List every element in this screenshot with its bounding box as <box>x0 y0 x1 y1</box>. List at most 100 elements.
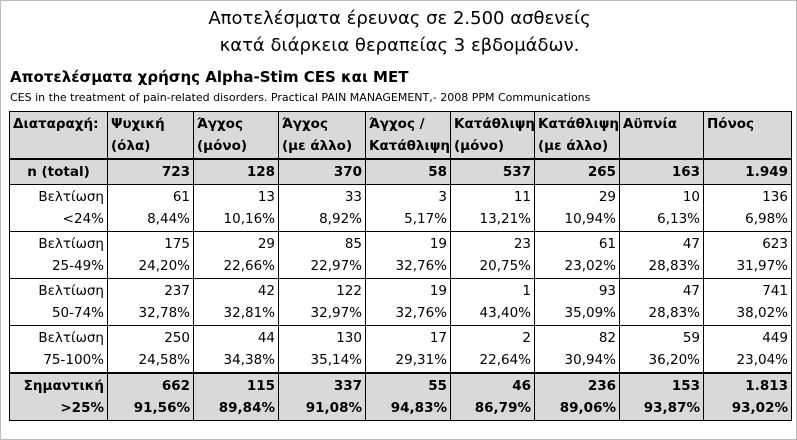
cell-line: 31,97% <box>736 258 788 274</box>
cell-line: 86,79% <box>474 400 531 416</box>
data-cell: 741 38,02% <box>703 278 792 326</box>
cell-line: 75-100% <box>43 352 104 368</box>
data-cell: 19 32,76% <box>365 231 451 279</box>
cell-line: (με άλλο) <box>282 138 353 154</box>
cell-line: (με άλλο) <box>538 138 609 154</box>
cell-line: 115 <box>246 378 275 394</box>
data-cell: 449 23,04% <box>703 325 792 374</box>
data-row: Βελτίωση 50-74% 237 32,78% 42 32,81% 122 32,97%… <box>9 278 792 326</box>
cell-line: 6,98% <box>745 211 788 227</box>
data-cell: 59 36,20% <box>619 325 704 374</box>
data-cell: 236 89,06% <box>534 372 620 421</box>
header-cell: Αϋπνία <box>619 111 704 160</box>
data-cell: 61 8,44% <box>107 184 194 232</box>
cell-line: 370 <box>333 164 362 180</box>
cell-line: 6,13% <box>657 211 700 227</box>
data-cell: 10 6,13% <box>619 184 704 232</box>
data-row: n (total) 723 128 370 58 537 265 163 1.949 <box>9 158 792 185</box>
cell-line: 24,58% <box>138 352 190 368</box>
cell-line: 1.949 <box>745 164 788 180</box>
cell-line: 32,76% <box>395 258 447 274</box>
data-cell: 93 35,09% <box>534 278 620 326</box>
data-cell: 1.813 93,02% <box>703 372 792 421</box>
header-cell: Κατάθλιψη (μόνο) <box>450 111 535 160</box>
data-cell: 537 <box>450 158 535 185</box>
data-cell: 2 22,64% <box>450 325 535 374</box>
cell-line: 93 <box>598 283 616 299</box>
cell-line: 5,17% <box>404 211 447 227</box>
data-cell: 61 23,02% <box>534 231 620 279</box>
data-cell: 85 22,97% <box>278 231 366 279</box>
row-label: n (total) <box>9 158 108 185</box>
cell-line: >25% <box>60 400 104 416</box>
cell-line: 23,04% <box>736 352 788 368</box>
cell-line: Αϋπνία <box>623 116 677 132</box>
cell-line: Κατάθλιψη <box>369 138 451 154</box>
cell-line: 153 <box>671 378 700 394</box>
cell-line: 236 <box>587 378 616 394</box>
data-cell: 237 32,78% <box>107 278 194 326</box>
data-cell: 17 29,31% <box>365 325 451 374</box>
cell-line: 28,83% <box>648 305 700 321</box>
row-label: Βελτίωση <24% <box>9 184 108 232</box>
cell-line: 10,16% <box>223 211 275 227</box>
header-row: Διαταραχή: Ψυχική (όλα) Άγχος (μόνο) Άγχος (με… <box>9 111 792 160</box>
cell-line: 2 <box>522 330 531 346</box>
cell-line: 19 <box>429 236 447 252</box>
cell-line: Άγχος <box>197 116 243 132</box>
cell-line: Άγχος <box>282 116 328 132</box>
cell-line: 34,38% <box>223 352 275 368</box>
data-cell: 337 91,08% <box>278 372 366 421</box>
title-line: κατά διάρκεια θεραπείας 3 εβδομάδων. <box>219 35 580 56</box>
cell-line: 17 <box>429 330 447 346</box>
data-cell: 370 <box>278 158 366 185</box>
data-cell: 115 89,84% <box>193 372 279 421</box>
data-cell: 128 <box>193 158 279 185</box>
row-label: Σημαντική >25% <box>9 372 108 421</box>
data-cell: 122 32,97% <box>278 278 366 326</box>
header-cell: Άγχος (με άλλο) <box>278 111 366 160</box>
data-cell: 265 <box>534 158 620 185</box>
data-cell: 11 13,21% <box>450 184 535 232</box>
data-cell: 175 24,20% <box>107 231 194 279</box>
cell-line: 29,31% <box>395 352 447 368</box>
cell-line: 61 <box>598 236 616 252</box>
cell-line: Βελτίωση <box>38 189 104 205</box>
cell-line: 29 <box>598 189 616 205</box>
subtitle: Αποτελέσματα χρήσης Alpha-Stim CES και M… <box>10 68 409 86</box>
data-cell: 33 8,92% <box>278 184 366 232</box>
data-cell: 23 20,75% <box>450 231 535 279</box>
cell-line: 94,83% <box>390 400 447 416</box>
data-cell: 136 6,98% <box>703 184 792 232</box>
cell-line: 44 <box>257 330 275 346</box>
cell-line: (όλα) <box>111 138 151 154</box>
title-line: Αποτελέσματα έρευνας σε 2.500 ασθενείς <box>208 8 591 29</box>
data-cell: 44 34,38% <box>193 325 279 374</box>
results-table: Διαταραχή: Ψυχική (όλα) Άγχος (μόνο) Άγχος (με… <box>9 111 792 421</box>
cell-line: 25-49% <box>51 258 104 274</box>
row-label: Βελτίωση 75-100% <box>9 325 108 374</box>
cell-line: 24,20% <box>138 258 190 274</box>
cell-line: 47 <box>682 236 700 252</box>
data-cell: 42 32,81% <box>193 278 279 326</box>
cell-line: 29 <box>257 236 275 252</box>
data-row: Σημαντική >25% 662 91,56% 115 89,84% 337 91,08%… <box>9 372 792 421</box>
data-cell: 58 <box>365 158 451 185</box>
cell-line: 122 <box>336 283 362 299</box>
data-cell: 47 28,83% <box>619 278 704 326</box>
cell-line: 46 <box>512 378 531 394</box>
header-cell: Πόνος <box>703 111 792 160</box>
source: CES in the treatment of pain-related dis… <box>10 91 591 104</box>
cell-line: Άγχος / <box>369 116 425 132</box>
cell-line: 8,44% <box>147 211 190 227</box>
cell-line: 22,97% <box>310 258 362 274</box>
data-row: Βελτίωση <24% 61 8,44% 13 10,16% 33 8,92% 3 5,17%… <box>9 184 792 232</box>
cell-line: 93,02% <box>731 400 788 416</box>
cell-line: 23,02% <box>564 258 616 274</box>
cell-line: 1.813 <box>745 378 788 394</box>
cell-line: 32,97% <box>310 305 362 321</box>
data-cell: 163 <box>619 158 704 185</box>
cell-line: 22,64% <box>479 352 531 368</box>
header-cell: Κατάθλιψη (με άλλο) <box>534 111 620 160</box>
